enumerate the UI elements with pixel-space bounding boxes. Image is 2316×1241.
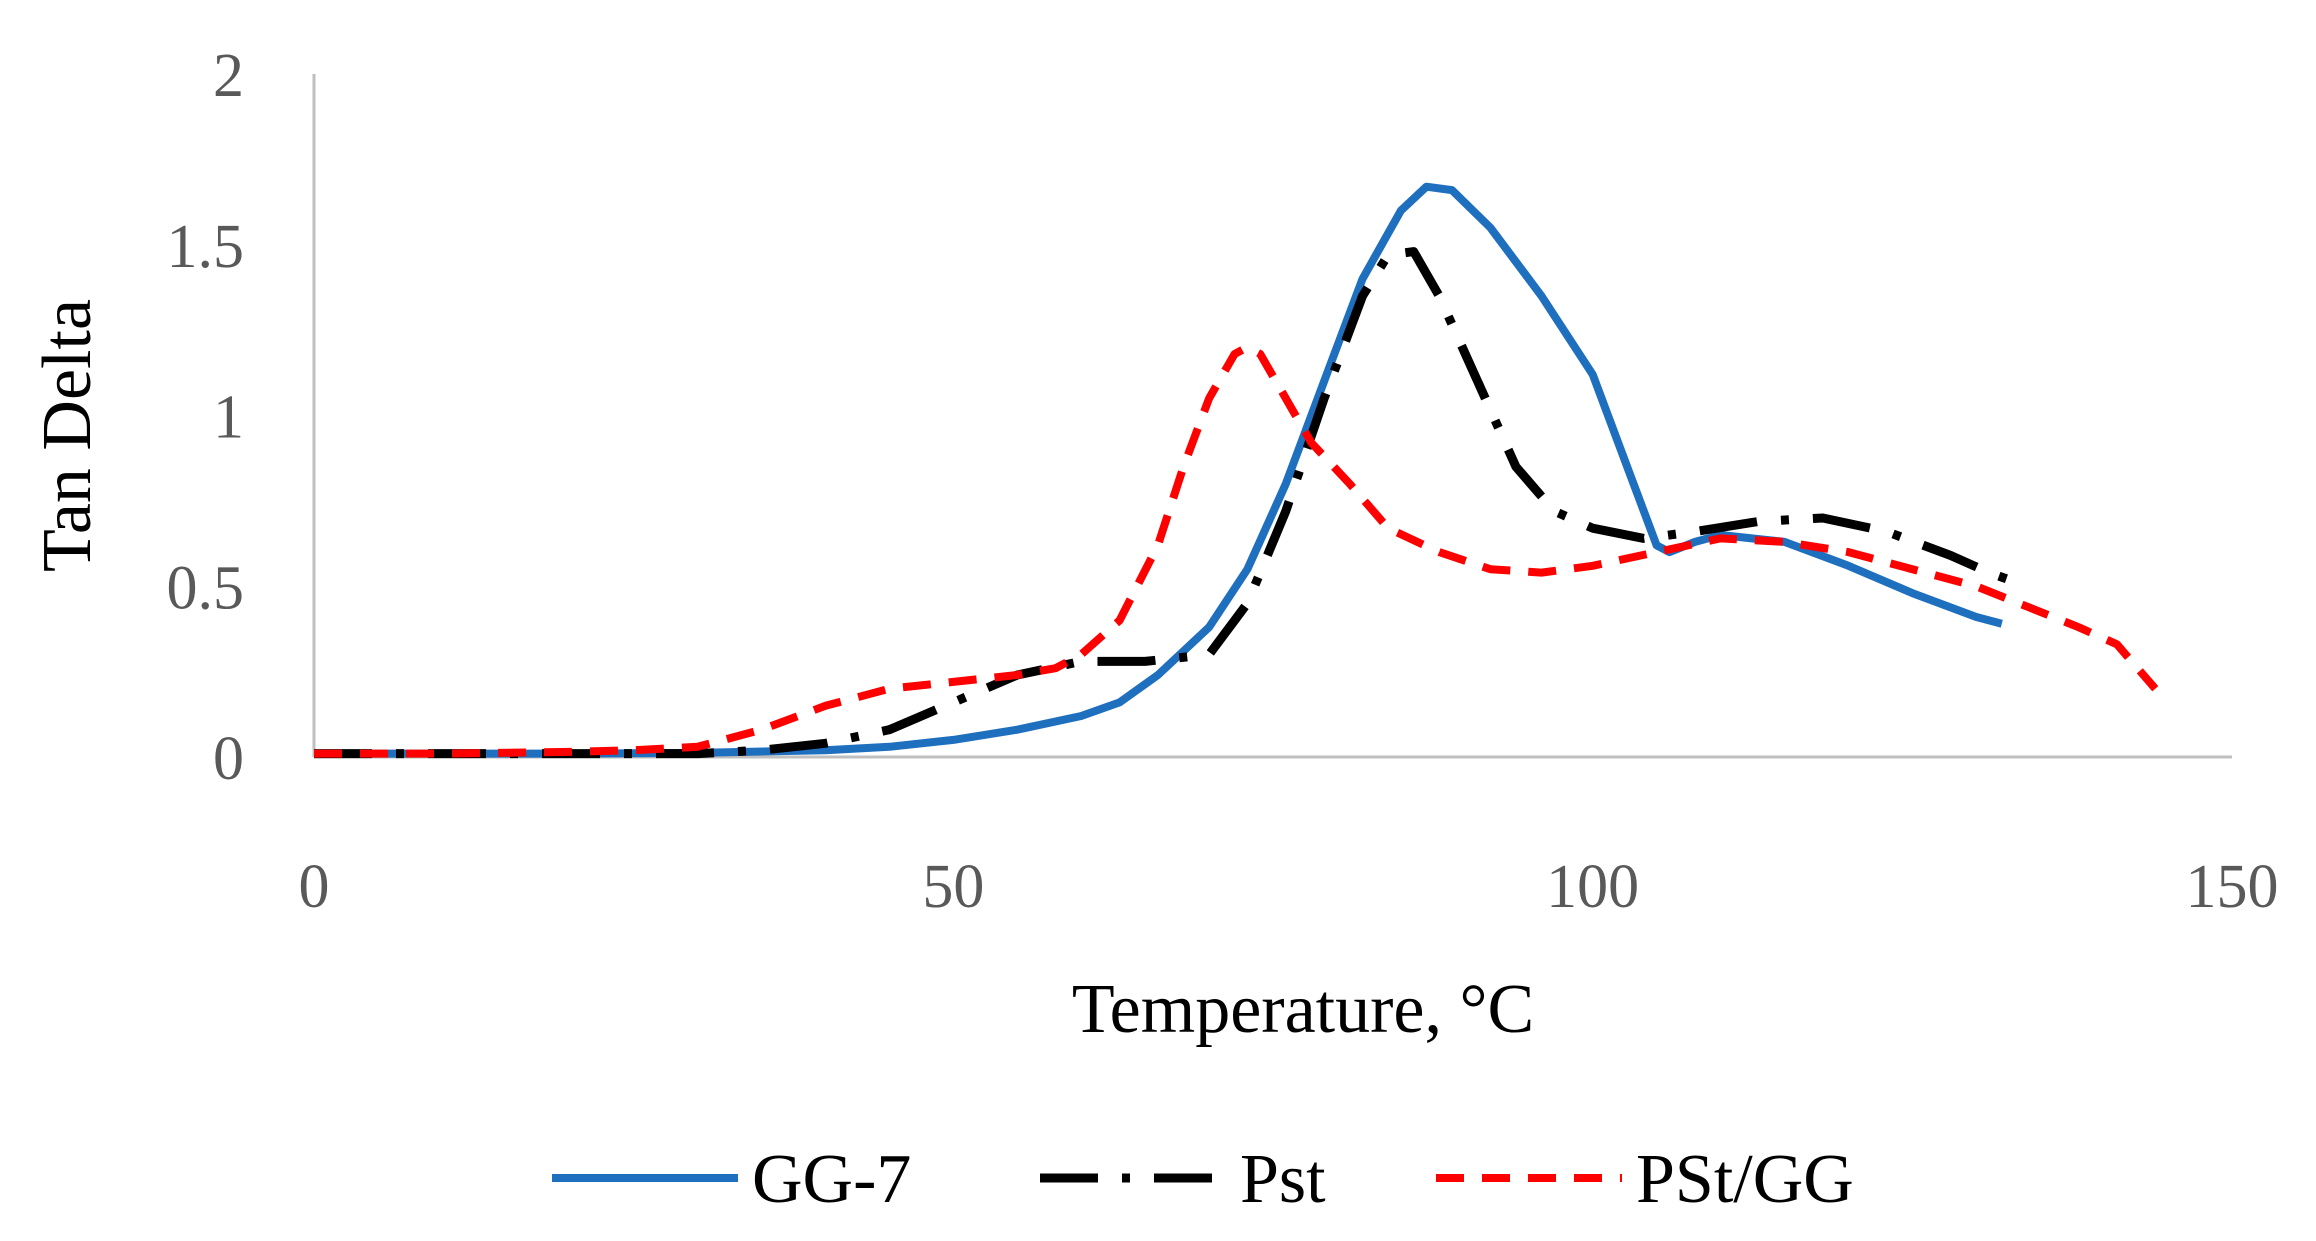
x-axis-title: Temperature, °C [1072,971,1534,1048]
series-gg-7 [314,182,2003,758]
legend-label: Pst [1240,1141,1326,1218]
y-axis-title: Tan Delta [29,299,106,572]
y-tick-label: 1.5 [167,213,245,281]
series-pst [314,247,2029,759]
axes: 0 50 100 150 0 0.5 1 1.5 2 [167,42,2279,921]
legend-item: Pst [1040,1141,1326,1218]
series-line [314,182,2003,758]
x-tick-label: 100 [1546,853,1639,921]
legend-label: PSt/GG [1636,1141,1854,1218]
legend-item: PSt/GG [1436,1141,1854,1218]
series-line [314,247,2029,759]
y-tick-label: 0.5 [167,554,245,622]
legend: GG-7 Pst PSt/GG [552,1141,1854,1218]
y-tick-label: 0 [213,725,244,793]
y-tick-label: 2 [213,42,244,110]
series-line [314,343,2159,758]
series-layer [314,182,2159,759]
x-tick-label: 0 [299,853,330,921]
legend-item: GG-7 [552,1141,911,1218]
y-tick-label: 1 [213,384,244,452]
x-tick-label: 150 [2186,853,2279,921]
x-tick-label: 50 [922,853,984,921]
series-pst-gg [314,343,2159,758]
legend-label: GG-7 [752,1141,911,1218]
